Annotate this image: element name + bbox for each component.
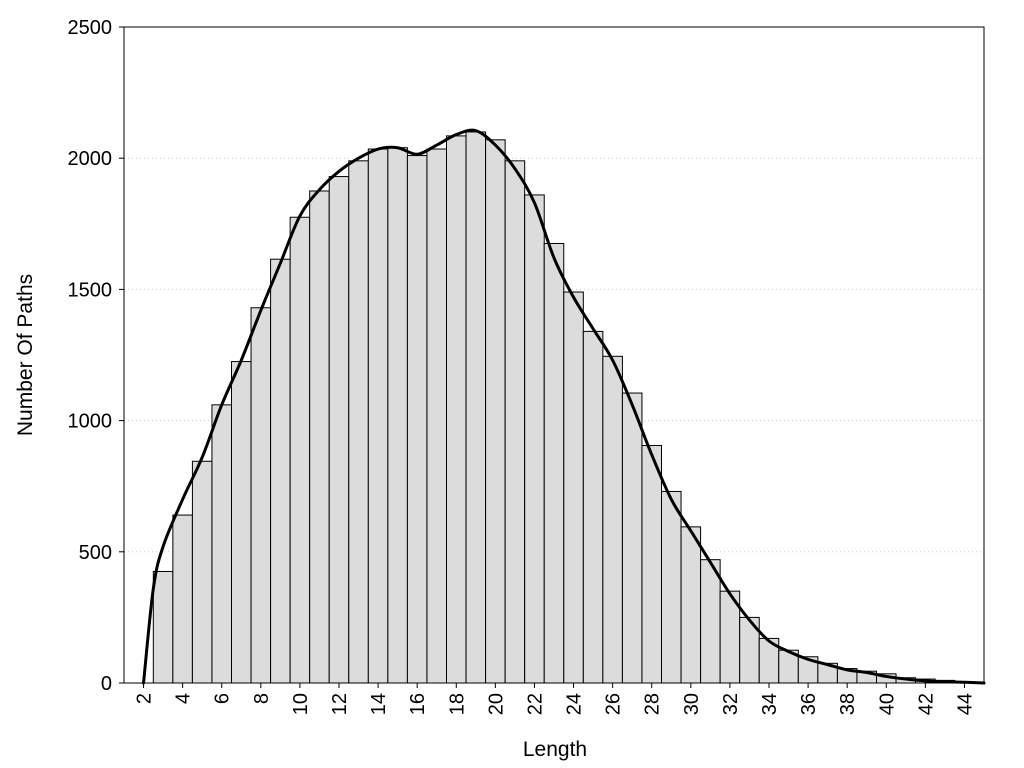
- x-tick-label-17: 36: [798, 693, 820, 715]
- x-tick-label-20: 42: [915, 693, 937, 715]
- bar-12: [328, 176, 350, 684]
- y-axis-title: Number Of Paths: [14, 274, 37, 436]
- x-tick-label-12: 26: [603, 693, 625, 715]
- bar-6: [211, 404, 232, 684]
- bar-21: [504, 160, 526, 684]
- x-axis-ticks: 2 4 6 8 10 12 14 16 18 20 22 24 26 28 30 32 34 36 38 40 42 44: [134, 683, 976, 715]
- x-tick-label-14: 30: [681, 693, 703, 715]
- y-tick-label-3: 1500: [68, 279, 113, 301]
- x-tick-label-11: 24: [564, 693, 586, 715]
- density-curve-layer: [142, 128, 986, 685]
- x-tick-label-1: 4: [173, 693, 195, 704]
- x-tick-label-2: 6: [212, 693, 234, 704]
- x-tick-label-5: 12: [329, 693, 351, 715]
- y-tick-label-0: 0: [101, 673, 112, 695]
- bar-27: [621, 392, 643, 684]
- bar-13: [348, 160, 369, 684]
- bar-19: [465, 131, 487, 684]
- bar-15: [387, 147, 408, 684]
- x-tick-label-4: 10: [290, 693, 312, 715]
- y-tick-label-4: 2000: [68, 148, 113, 170]
- bar-22: [524, 194, 545, 684]
- bar-10: [289, 216, 311, 684]
- bar-3: [152, 570, 174, 684]
- bar-16: [406, 155, 428, 684]
- bar-29: [661, 490, 682, 684]
- x-tick-label-13: 28: [642, 693, 664, 715]
- y-tick-label-1: 500: [79, 542, 112, 564]
- bar-24: [563, 291, 584, 684]
- x-tick-label-18: 38: [837, 693, 859, 715]
- x-tick-label-7: 16: [407, 693, 429, 715]
- bar-5: [191, 460, 213, 684]
- y-tick-label-5: 2500: [68, 17, 113, 39]
- y-axis-ticks: 0 500 1000 1500 2000 2500: [68, 17, 124, 695]
- x-tick-label-9: 20: [485, 693, 507, 715]
- x-tick-label-10: 22: [524, 693, 546, 715]
- bar-14: [367, 148, 389, 684]
- x-tick-label-8: 18: [446, 693, 468, 715]
- bar-30: [680, 526, 702, 684]
- plot-frame: [123, 26, 985, 684]
- x-tick-label-16: 34: [759, 693, 781, 715]
- x-axis-title: Length: [523, 738, 587, 761]
- bar-9: [270, 258, 291, 684]
- bar-18: [446, 135, 467, 684]
- density-curve: [142, 128, 986, 685]
- bar-23: [543, 242, 565, 684]
- bar-25: [582, 330, 604, 684]
- bar-31: [700, 559, 721, 684]
- bar-26: [602, 355, 623, 684]
- bar-11: [309, 190, 330, 684]
- x-tick-label-0: 2: [134, 693, 156, 704]
- y-tick-label-2: 1000: [68, 411, 113, 433]
- bar-series: [152, 131, 975, 684]
- bar-7: [231, 361, 252, 684]
- bar-20: [485, 139, 506, 684]
- bar-8: [250, 307, 272, 684]
- x-tick-label-15: 32: [720, 693, 742, 715]
- x-tick-label-3: 8: [251, 693, 273, 704]
- x-tick-label-6: 14: [368, 693, 390, 715]
- x-tick-label-19: 40: [876, 693, 898, 715]
- gridlines: [124, 157, 984, 553]
- bar-4: [172, 514, 193, 684]
- bar-28: [641, 445, 662, 684]
- bar-17: [426, 148, 448, 684]
- x-tick-label-21: 44: [954, 693, 976, 715]
